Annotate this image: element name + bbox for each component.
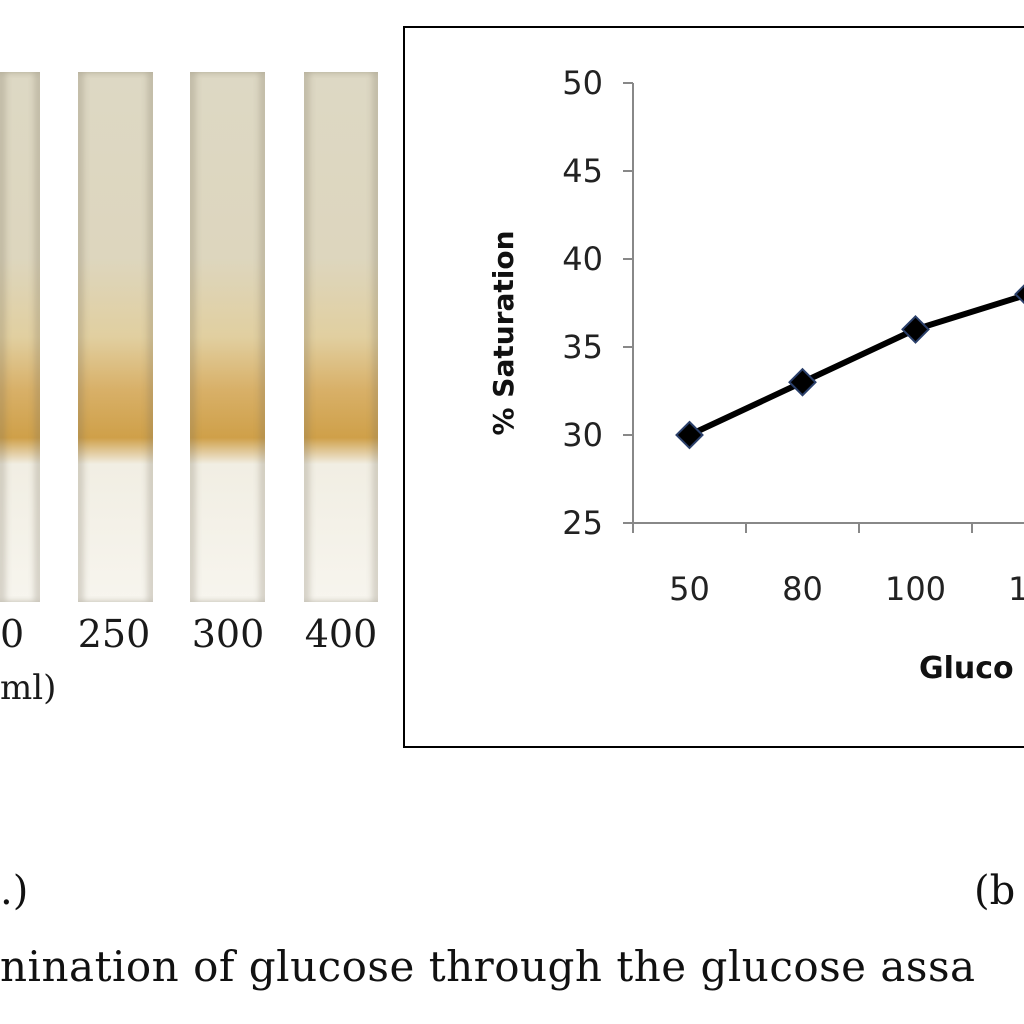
x-tick-label: 100	[885, 570, 946, 608]
saturation-line-chart: 25 30 35 40 45 50 50 80 100 15 % Saturation Gluc…	[487, 64, 1024, 686]
panel-a-label: .)	[0, 868, 29, 914]
y-tick-label: 40	[562, 240, 603, 278]
x-tick-label: 50	[669, 570, 710, 608]
y-tick-label: 25	[562, 504, 603, 542]
figure-caption: nination of glucose through the glucose …	[0, 942, 976, 991]
panel-b-label: (b	[974, 868, 1016, 914]
y-tick-label: 45	[562, 152, 603, 190]
series-line	[675, 284, 1024, 450]
y-tick-label: 50	[562, 64, 603, 102]
tube-label-4: 400	[304, 612, 378, 656]
tube-label-3: 300	[191, 612, 265, 656]
x-tick-label: 80	[782, 570, 823, 608]
x-axis-label: Gluco	[919, 651, 1014, 686]
test-tube-3	[190, 72, 265, 602]
y-tick-label: 35	[562, 328, 603, 366]
y-axis: 25 30 35 40 45 50	[562, 64, 634, 542]
series-path	[688, 292, 1024, 438]
data-point-marker	[788, 367, 817, 397]
tube-label-1: 00	[0, 612, 25, 656]
test-tube-4	[304, 72, 378, 602]
data-point-marker	[1014, 284, 1024, 305]
x-axis: 50 80 100 15	[632, 522, 1024, 608]
chart-frame: 25 30 35 40 45 50 50 80 100 15 % Saturation Gluc…	[403, 26, 1024, 748]
y-axis-label: % Saturation	[487, 230, 520, 435]
data-point-marker	[901, 314, 930, 344]
y-tick-label: 30	[562, 416, 603, 454]
tube-label-2: 250	[77, 612, 151, 656]
concentration-unit-label: ml)	[0, 668, 57, 708]
data-point-marker	[675, 420, 704, 450]
test-tube-2	[78, 72, 153, 602]
test-tube-1	[0, 72, 40, 602]
x-tick-label: 15	[1008, 570, 1024, 608]
